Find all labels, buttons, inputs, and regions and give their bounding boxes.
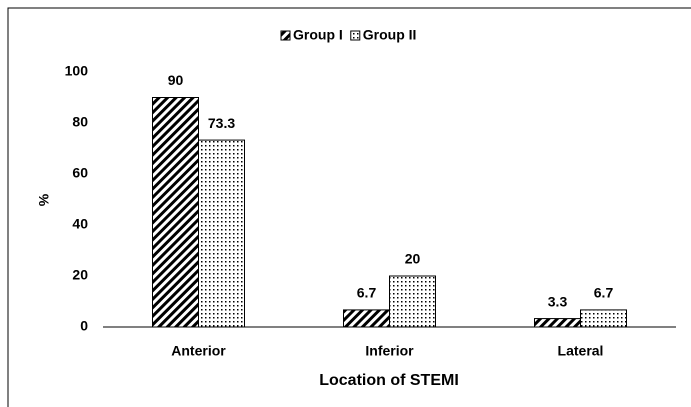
data-label: 90 — [168, 72, 184, 88]
bar — [343, 309, 390, 328]
y-axis-label: % — [36, 193, 52, 206]
bar — [389, 275, 436, 328]
data-label: 73.3 — [208, 115, 235, 131]
legend-label: Group II — [363, 27, 417, 43]
bar — [580, 309, 627, 328]
x-tick-label: Lateral — [558, 343, 604, 359]
legend-swatch — [350, 30, 361, 41]
x-tick-label: Anterior — [171, 343, 226, 359]
x-axis-label: Location of STEMI — [319, 372, 459, 389]
data-label: 6.7 — [594, 285, 614, 301]
legend-label: Group I — [293, 27, 343, 43]
y-tick-label: 40 — [72, 216, 88, 232]
bar — [198, 139, 245, 328]
y-tick-label: 0 — [80, 318, 88, 334]
y-tick-label: 80 — [72, 114, 88, 130]
data-label: 20 — [405, 251, 421, 267]
y-tick-label: 20 — [72, 267, 88, 283]
x-tick-label: Inferior — [365, 343, 414, 359]
legend-swatch — [280, 30, 291, 41]
y-tick-label: 60 — [72, 165, 88, 181]
data-label: 3.3 — [548, 293, 568, 309]
data-label: 6.7 — [357, 285, 377, 301]
y-tick-label: 100 — [65, 63, 89, 79]
bar — [534, 318, 581, 328]
chart-border — [7, 7, 691, 407]
bar — [152, 97, 199, 328]
